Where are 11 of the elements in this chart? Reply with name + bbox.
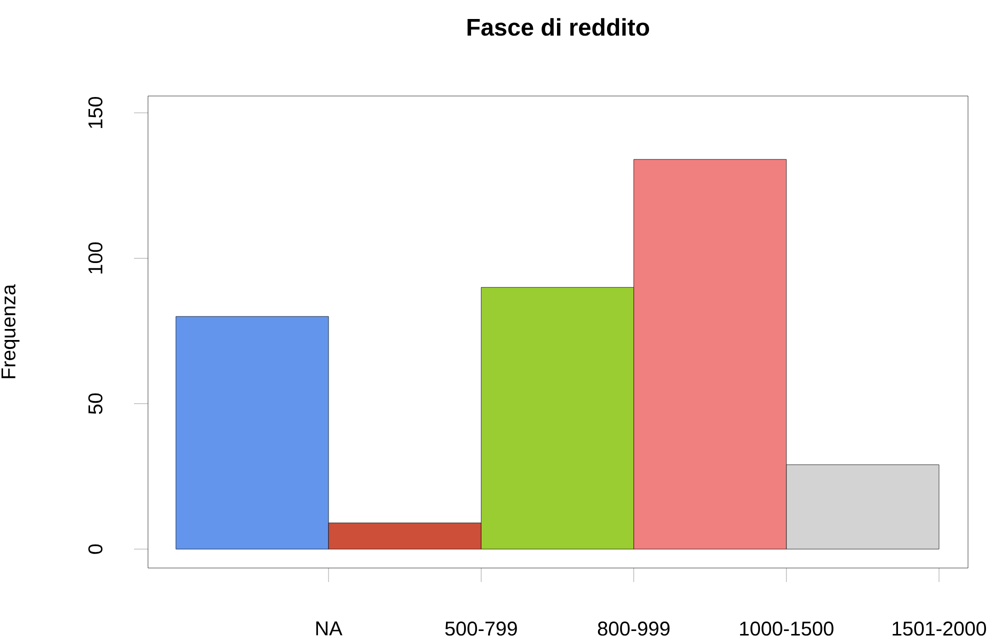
y-tick-label: 0	[88, 544, 102, 554]
x-tick-label: 800-999	[598, 622, 670, 636]
x-tick-label: 1501-2000	[892, 622, 986, 636]
y-tick-label: 50	[88, 393, 102, 414]
x-tick-label: 1000-1500	[740, 622, 834, 636]
y-tick-label: 100	[88, 242, 102, 274]
y-tick-label: 150	[88, 96, 102, 128]
x-tick-label: NA	[316, 622, 342, 636]
y-axis-title: Frequenza	[2, 284, 20, 378]
chart-title: Fasce di reddito	[468, 18, 650, 36]
x-tick-label: 500-799	[445, 622, 517, 636]
